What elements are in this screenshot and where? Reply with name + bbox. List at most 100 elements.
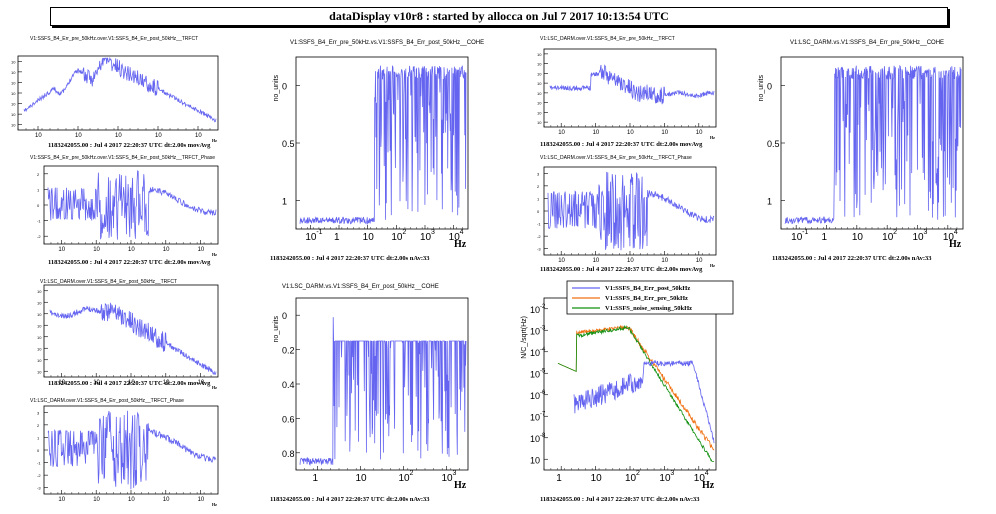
plot-p10: 1183242055.00 : Jul 4 2017 22:20:37 UTC … xyxy=(521,280,734,503)
y-tick-label: 10 xyxy=(37,346,42,351)
x-tick-label: 10 xyxy=(75,133,82,139)
x-tick-label: 1 xyxy=(313,473,319,484)
plot-p5: V1:LSC_DARM.over.V1:SSFS_B4_Err_pre_50kH… xyxy=(537,155,717,273)
y-tick-label: 10 xyxy=(37,312,42,317)
y-tick-label: 10 xyxy=(537,101,542,106)
y-tick-label: 0.2 xyxy=(282,346,295,356)
plot-footer: 1183242055.00 : Jul 4 2017 22:20:37 UTC … xyxy=(540,496,700,503)
y-tick-label: 10 xyxy=(11,123,16,128)
x-tick-label: 10 xyxy=(696,258,703,264)
x-axis-label: Hz xyxy=(212,252,217,257)
plot-p7: V1:LSC_DARM.over.V1:SSFS_B4_Err_post_50k… xyxy=(37,279,219,390)
x-tick-label: 10 xyxy=(442,473,454,484)
y-tick-label: -1 xyxy=(37,219,41,224)
y-tick-label: 10 xyxy=(530,455,540,465)
data-trace xyxy=(47,170,217,240)
x-tick-label: 10 xyxy=(420,232,432,243)
plot-footer: 1183242055.00 : Jul 4 2017 22:20:37 UTC … xyxy=(270,496,430,503)
y-tick-label: 0.5 xyxy=(767,139,780,149)
x-tick-exponent: 4 xyxy=(460,229,464,236)
y-tick-label: 0 xyxy=(282,82,287,92)
y-tick-label: 10 xyxy=(37,323,42,328)
y-tick-label: 10 xyxy=(537,52,542,57)
data-trace xyxy=(299,317,467,466)
x-tick-label: 10 xyxy=(128,247,135,253)
x-tick-label: 10 xyxy=(852,232,864,243)
y-tick-label: 10 xyxy=(537,110,542,115)
plot-footer: 1183242055.00 : Jul 4 2017 22:20:37 UTC … xyxy=(48,380,211,387)
y-tick-label: 0 xyxy=(767,82,772,92)
x-tick-label: 10 xyxy=(93,247,100,253)
x-tick-label: 1 xyxy=(822,232,828,243)
x-tick-exponent: 3 xyxy=(453,470,457,477)
y-tick-label: 10 xyxy=(37,358,42,363)
y-tick-label: 10 xyxy=(37,369,42,374)
y-tick-label: 10 xyxy=(537,81,542,86)
y-tick-label: 10 xyxy=(37,289,42,294)
y-tick-label: -3 xyxy=(37,486,41,491)
x-tick-label: 10 xyxy=(163,247,170,253)
x-tick-exponent: 4 xyxy=(705,470,709,477)
x-tick-label: 10 xyxy=(128,380,135,386)
x-axis-label: Hz xyxy=(212,385,217,390)
y-tick-label: 10 xyxy=(11,102,16,107)
y-tick-exponent: -3 xyxy=(540,325,546,331)
y-tick-label: 10 xyxy=(11,59,16,64)
x-tick-label: 10 xyxy=(591,473,603,484)
x-tick-label: 10 xyxy=(593,130,600,136)
plot-title: V1:SSFS_B4_Err_pre_50kHz.vs.V1:SSFS_B4_E… xyxy=(290,40,484,46)
x-tick-exponent: 2 xyxy=(410,470,414,477)
y-tick-label: 1 xyxy=(37,435,40,440)
y-tick-label: -3 xyxy=(537,247,541,252)
x-tick-label: 10 xyxy=(163,497,170,503)
y-tick-label: 10 xyxy=(530,369,540,379)
trace-noise-sensing xyxy=(557,324,714,462)
plot-footer: 1183242055.00 : Jul 4 2017 22:20:37 UTC … xyxy=(48,259,211,266)
y-tick-label: 10 xyxy=(530,412,540,422)
x-tick-label: 10 xyxy=(391,232,403,243)
x-tick-exponent: 2 xyxy=(893,229,897,236)
x-tick-label: 10 xyxy=(399,473,411,484)
y-tick-label: 2 xyxy=(37,172,40,177)
plot-footer: 1183242055.00 : Jul 4 2017 22:20:37 UTC … xyxy=(48,142,211,149)
x-tick-label: 10 xyxy=(696,130,703,136)
x-tick-exponent: 3 xyxy=(670,470,674,477)
y-tick-label: 2 xyxy=(537,184,540,189)
y-tick-label: 10 xyxy=(11,112,16,117)
plot-title: V1:LSC_DARM.over.V1:SSFS_B4_Err_post_50k… xyxy=(40,279,177,285)
x-axis-label: Hz xyxy=(710,263,715,268)
plot-p1: V1:SSFS_B4_Err_pre_50kHz.over.V1:SSFS_B4… xyxy=(11,36,219,149)
y-tick-label: 10 xyxy=(537,91,542,96)
x-tick-label: 10 xyxy=(627,258,634,264)
x-tick-label: 10 xyxy=(449,232,461,243)
x-tick-label: 10 xyxy=(625,473,637,484)
x-axis-label: Hz xyxy=(454,480,467,491)
plot-frame xyxy=(43,284,219,378)
x-axis-label: Hz xyxy=(212,138,217,143)
plot-title: V1:SSFS_B4_Err_pre_50kHz.over.V1:SSFS_B4… xyxy=(30,155,215,161)
y-tick-label: 0 xyxy=(282,311,287,321)
x-tick-label: 10 xyxy=(93,380,100,386)
x-tick-label: 1 xyxy=(334,232,340,243)
data-trace xyxy=(299,65,467,225)
plot-frame xyxy=(543,297,717,471)
plot-title: V1:LSC_DARM.vs.V1:SSFS_B4_Err_post_50kHz… xyxy=(282,284,439,290)
plot-title: V1:LSC_DARM.over.V1:SSFS_B4_Err_pre_50kH… xyxy=(540,155,692,161)
y-tick-label: 0.5 xyxy=(282,139,295,149)
y-tick-label: 10 xyxy=(530,391,540,401)
plot-p4: V1:LSC_DARM.over.V1:SSFS_B4_Err_pre_50kH… xyxy=(537,36,717,148)
x-tick-label: 10 xyxy=(305,232,317,243)
y-tick-label: 3 xyxy=(537,171,540,176)
x-tick-label: 10 xyxy=(198,247,205,253)
y-tick-label: -2 xyxy=(537,234,541,239)
x-tick-exponent: 4 xyxy=(954,229,958,236)
plot-p3: V1:SSFS_B4_Err_pre_50kHz.vs.V1:SSFS_B4_E… xyxy=(270,40,484,262)
y-tick-exponent: -4 xyxy=(540,347,546,353)
y-tick-label: 10 xyxy=(530,348,540,358)
y-tick-label: 10 xyxy=(11,91,16,96)
plot-footer: 1183242055.00 : Jul 4 2017 22:20:37 UTC … xyxy=(540,266,703,273)
plot-footer: 1183242055.00 : Jul 4 2017 22:20:37 UTC … xyxy=(772,255,932,262)
y-tick-label: 1 xyxy=(767,196,772,206)
y-tick-label: -2 xyxy=(37,234,41,239)
